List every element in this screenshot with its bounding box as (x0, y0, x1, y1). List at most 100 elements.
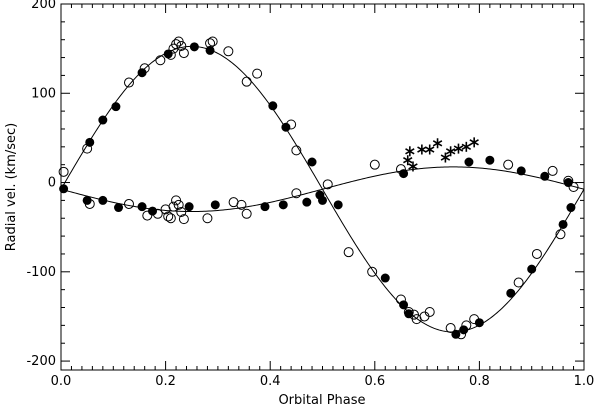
filled-circle-point (527, 264, 537, 274)
open-circle-point (139, 63, 150, 74)
filled-circle-point (268, 101, 278, 111)
open-circle-point (503, 159, 514, 170)
open-circle-point (173, 199, 184, 210)
open-circle-point (456, 329, 467, 340)
filled-circle-point (464, 157, 474, 167)
open-circle-point (291, 145, 302, 156)
filled-circle-point (281, 122, 291, 132)
y-tick-label: -100 (26, 265, 56, 280)
open-circle-point (469, 314, 480, 325)
asterisk-point (469, 137, 479, 148)
open-circle-point (205, 38, 216, 49)
asterisk-stroke (453, 145, 464, 152)
filled-circle-point (98, 115, 108, 125)
asterisk-point (417, 144, 427, 155)
asterisk-stroke (403, 157, 413, 164)
asterisk-stroke (424, 146, 435, 153)
filled-circle-point (98, 195, 108, 205)
orbit-curves (60, 45, 585, 333)
open-circle-point (513, 277, 524, 288)
y-tick-label: -200 (26, 354, 56, 369)
asterisk-stroke (445, 148, 456, 155)
asterisk-stroke (417, 146, 427, 153)
open-circle-point (165, 49, 176, 60)
open-circle-point (424, 306, 435, 317)
open-circle-point (369, 159, 380, 170)
open-circle-point (165, 213, 176, 224)
filled-circle-point (506, 288, 516, 298)
asterisk-point (440, 152, 451, 163)
open-circle-point (395, 294, 406, 305)
open-circle-point (252, 68, 263, 79)
plot-frame (60, 3, 585, 371)
x-tick-label: 0.2 (155, 374, 176, 389)
asterisk-point (408, 161, 418, 172)
open-circle-point (555, 229, 566, 240)
data-points (58, 36, 579, 340)
open-circle-point (445, 323, 456, 334)
asterisk-stroke (440, 154, 451, 161)
asterisk-stroke (432, 140, 443, 147)
open-circle-point (236, 199, 247, 210)
filled-circle-point (566, 203, 576, 213)
filled-circle-point (278, 200, 288, 210)
asterisk-stroke (461, 143, 472, 151)
asterisk-stroke (408, 163, 418, 170)
y-tick-label: 200 (31, 0, 56, 12)
open-circle-point (155, 55, 166, 66)
filled-circle-point (260, 202, 270, 212)
open-circle-point (322, 179, 333, 190)
open-circle-point (142, 210, 153, 221)
filled-circle-point (485, 155, 495, 165)
filled-circle-point (210, 200, 220, 210)
open-circle-point (84, 198, 95, 209)
open-circle-point (207, 36, 218, 47)
x-tick-label: 0.0 (51, 374, 72, 389)
x-axis-title: Orbital Phase (278, 393, 365, 408)
open-circle-point (461, 320, 472, 331)
open-circle-point (241, 208, 252, 219)
filled-circle-point (59, 184, 69, 194)
open-circle-point (168, 201, 179, 212)
asterisk-point (424, 144, 435, 155)
filled-circle-point (148, 206, 158, 216)
open-circle-point (367, 266, 378, 277)
filled-circle-point (307, 157, 317, 167)
filled-circle-point (540, 171, 550, 181)
x-tick-label: 0.4 (260, 374, 281, 389)
filled-circle-point (114, 203, 124, 213)
open-circle-point (343, 247, 354, 258)
open-circle-point (403, 306, 414, 317)
filled-circle-point (205, 45, 215, 55)
open-circle-point (563, 175, 574, 186)
open-circle-point (123, 198, 134, 209)
asterisk-stroke (469, 139, 479, 146)
filled-circle-point (302, 197, 312, 207)
y-tick-label: 100 (31, 86, 56, 101)
filled-circle-point (111, 102, 121, 112)
open-circle-point (223, 46, 234, 57)
filled-circle-point (451, 329, 461, 339)
filled-circle-point (184, 202, 194, 212)
x-tick-label: 0.6 (364, 374, 385, 389)
x-tick-label: 1.0 (574, 374, 595, 389)
open-circle-point (152, 208, 163, 219)
filled-circle-point (558, 219, 568, 229)
filled-circle-point (189, 42, 199, 52)
open-circle-point (58, 166, 69, 177)
filled-circle-point (333, 200, 343, 210)
open-circle-point (568, 182, 579, 192)
asterisk-point (445, 146, 456, 157)
asterisk-point (453, 143, 464, 154)
open-circle-point (395, 164, 406, 175)
filled-circle-point (318, 195, 327, 205)
open-circle-point (291, 188, 302, 199)
asterisk-point (405, 146, 415, 157)
filled-circle-point (474, 318, 484, 328)
open-circle-point (163, 211, 174, 222)
open-circle-point (123, 77, 134, 88)
asterisk-point (432, 138, 443, 149)
filled-circle-point (137, 202, 147, 212)
open-circle-point (82, 143, 93, 154)
